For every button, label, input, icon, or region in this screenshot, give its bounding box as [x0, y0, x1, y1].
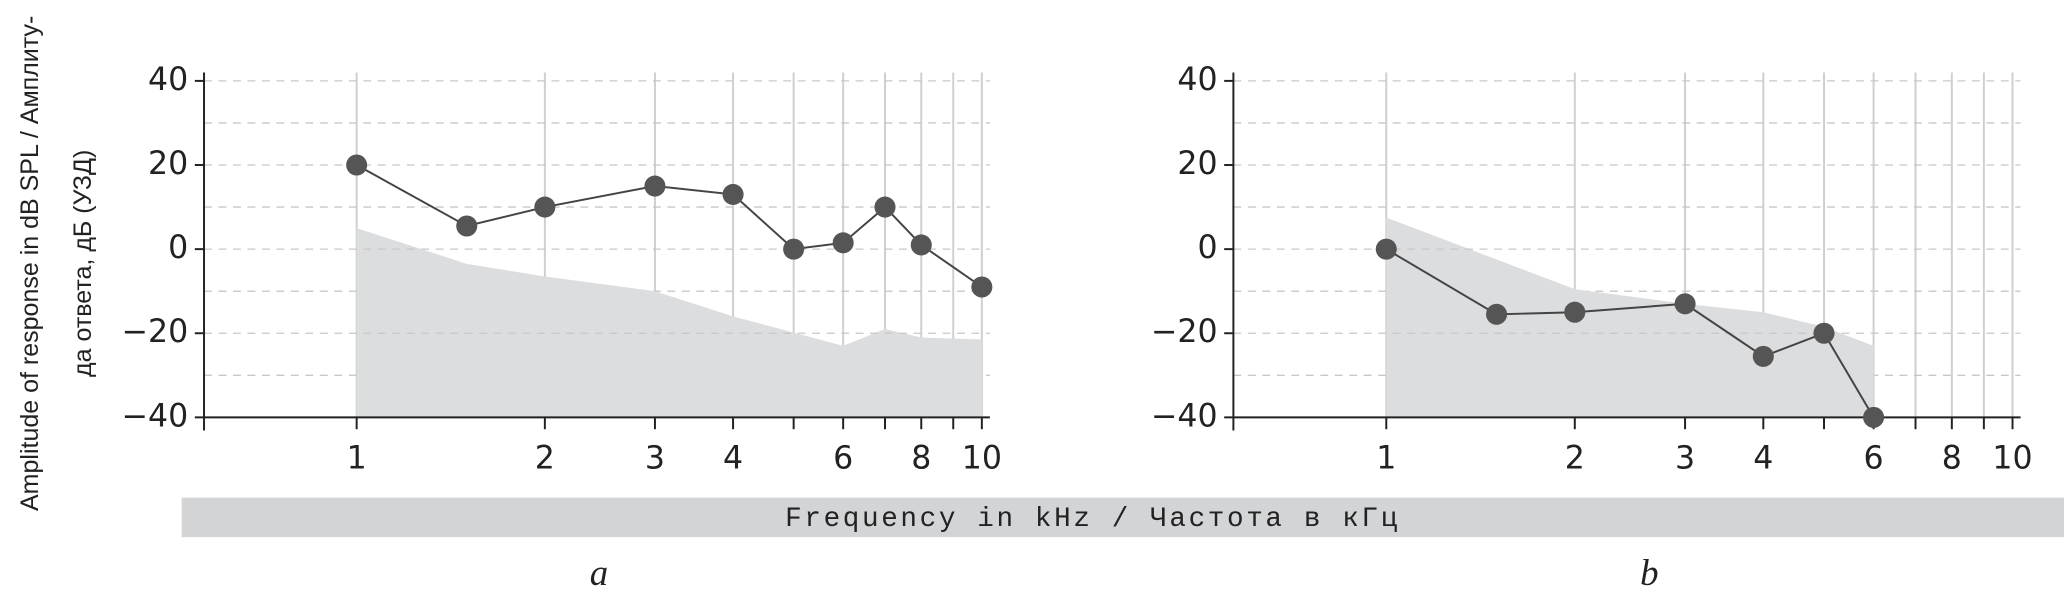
y-axis-label: Amplitude of response in dB SPL / Амплит… — [16, 16, 44, 511]
x-tick-label: 3 — [1675, 440, 1695, 476]
x-tick-label: 6 — [1864, 440, 1884, 476]
data-point — [534, 196, 556, 218]
y-tick-label: 0 — [168, 230, 188, 266]
data-point — [722, 183, 744, 205]
data-point — [644, 175, 666, 197]
x-tick-label: 2 — [535, 440, 555, 476]
data-line — [356, 164, 983, 288]
x-tick-label: 8 — [1942, 440, 1962, 476]
data-point — [1674, 293, 1696, 315]
data-point — [1752, 345, 1774, 367]
data-point — [456, 215, 478, 237]
x-tick-label: 4 — [723, 440, 743, 476]
y-tick-label: 20 — [1177, 146, 1217, 182]
x-label-band — [181, 497, 2064, 538]
x-tick-label: 3 — [645, 440, 665, 476]
data-point — [1813, 322, 1835, 344]
threshold-area — [356, 228, 982, 418]
data-point — [1486, 303, 1508, 325]
y-tick-label: 40 — [1177, 62, 1217, 98]
x-tick-label: 8 — [911, 440, 931, 476]
y-tick-label: 20 — [148, 146, 188, 182]
x-tick-label: 6 — [833, 440, 853, 476]
x-tick-label: 1 — [1376, 440, 1396, 476]
y-tick-label: −40 — [1151, 398, 1218, 434]
data-point — [910, 234, 932, 256]
data-point — [783, 238, 805, 260]
x-tick-label: 1 — [347, 440, 367, 476]
data-point — [874, 196, 896, 218]
x-tick-label: 2 — [1565, 440, 1585, 476]
y-tick-label: −40 — [122, 398, 189, 434]
data-point — [346, 154, 368, 176]
x-tick-label: 10 — [1992, 440, 2032, 476]
panel-label: a — [590, 552, 608, 593]
data-point — [832, 232, 854, 254]
threshold-area — [1386, 217, 1874, 418]
y-axis-label: да ответа, дБ (УЗД) — [69, 150, 97, 377]
x-tick-label: 10 — [962, 440, 1002, 476]
x-tick-label: 4 — [1753, 440, 1773, 476]
data-point — [1375, 238, 1397, 260]
x-axis-label: Frequency in kHz / Частота в кГц — [785, 504, 1400, 535]
y-tick-label: −20 — [1151, 314, 1218, 350]
y-tick-label: −20 — [122, 314, 189, 350]
y-tick-label: 40 — [148, 62, 188, 98]
data-point — [1564, 301, 1586, 323]
data-point — [971, 276, 993, 298]
y-tick-label: 0 — [1198, 230, 1218, 266]
data-point — [1863, 406, 1885, 428]
panel-label: b — [1640, 552, 1658, 593]
